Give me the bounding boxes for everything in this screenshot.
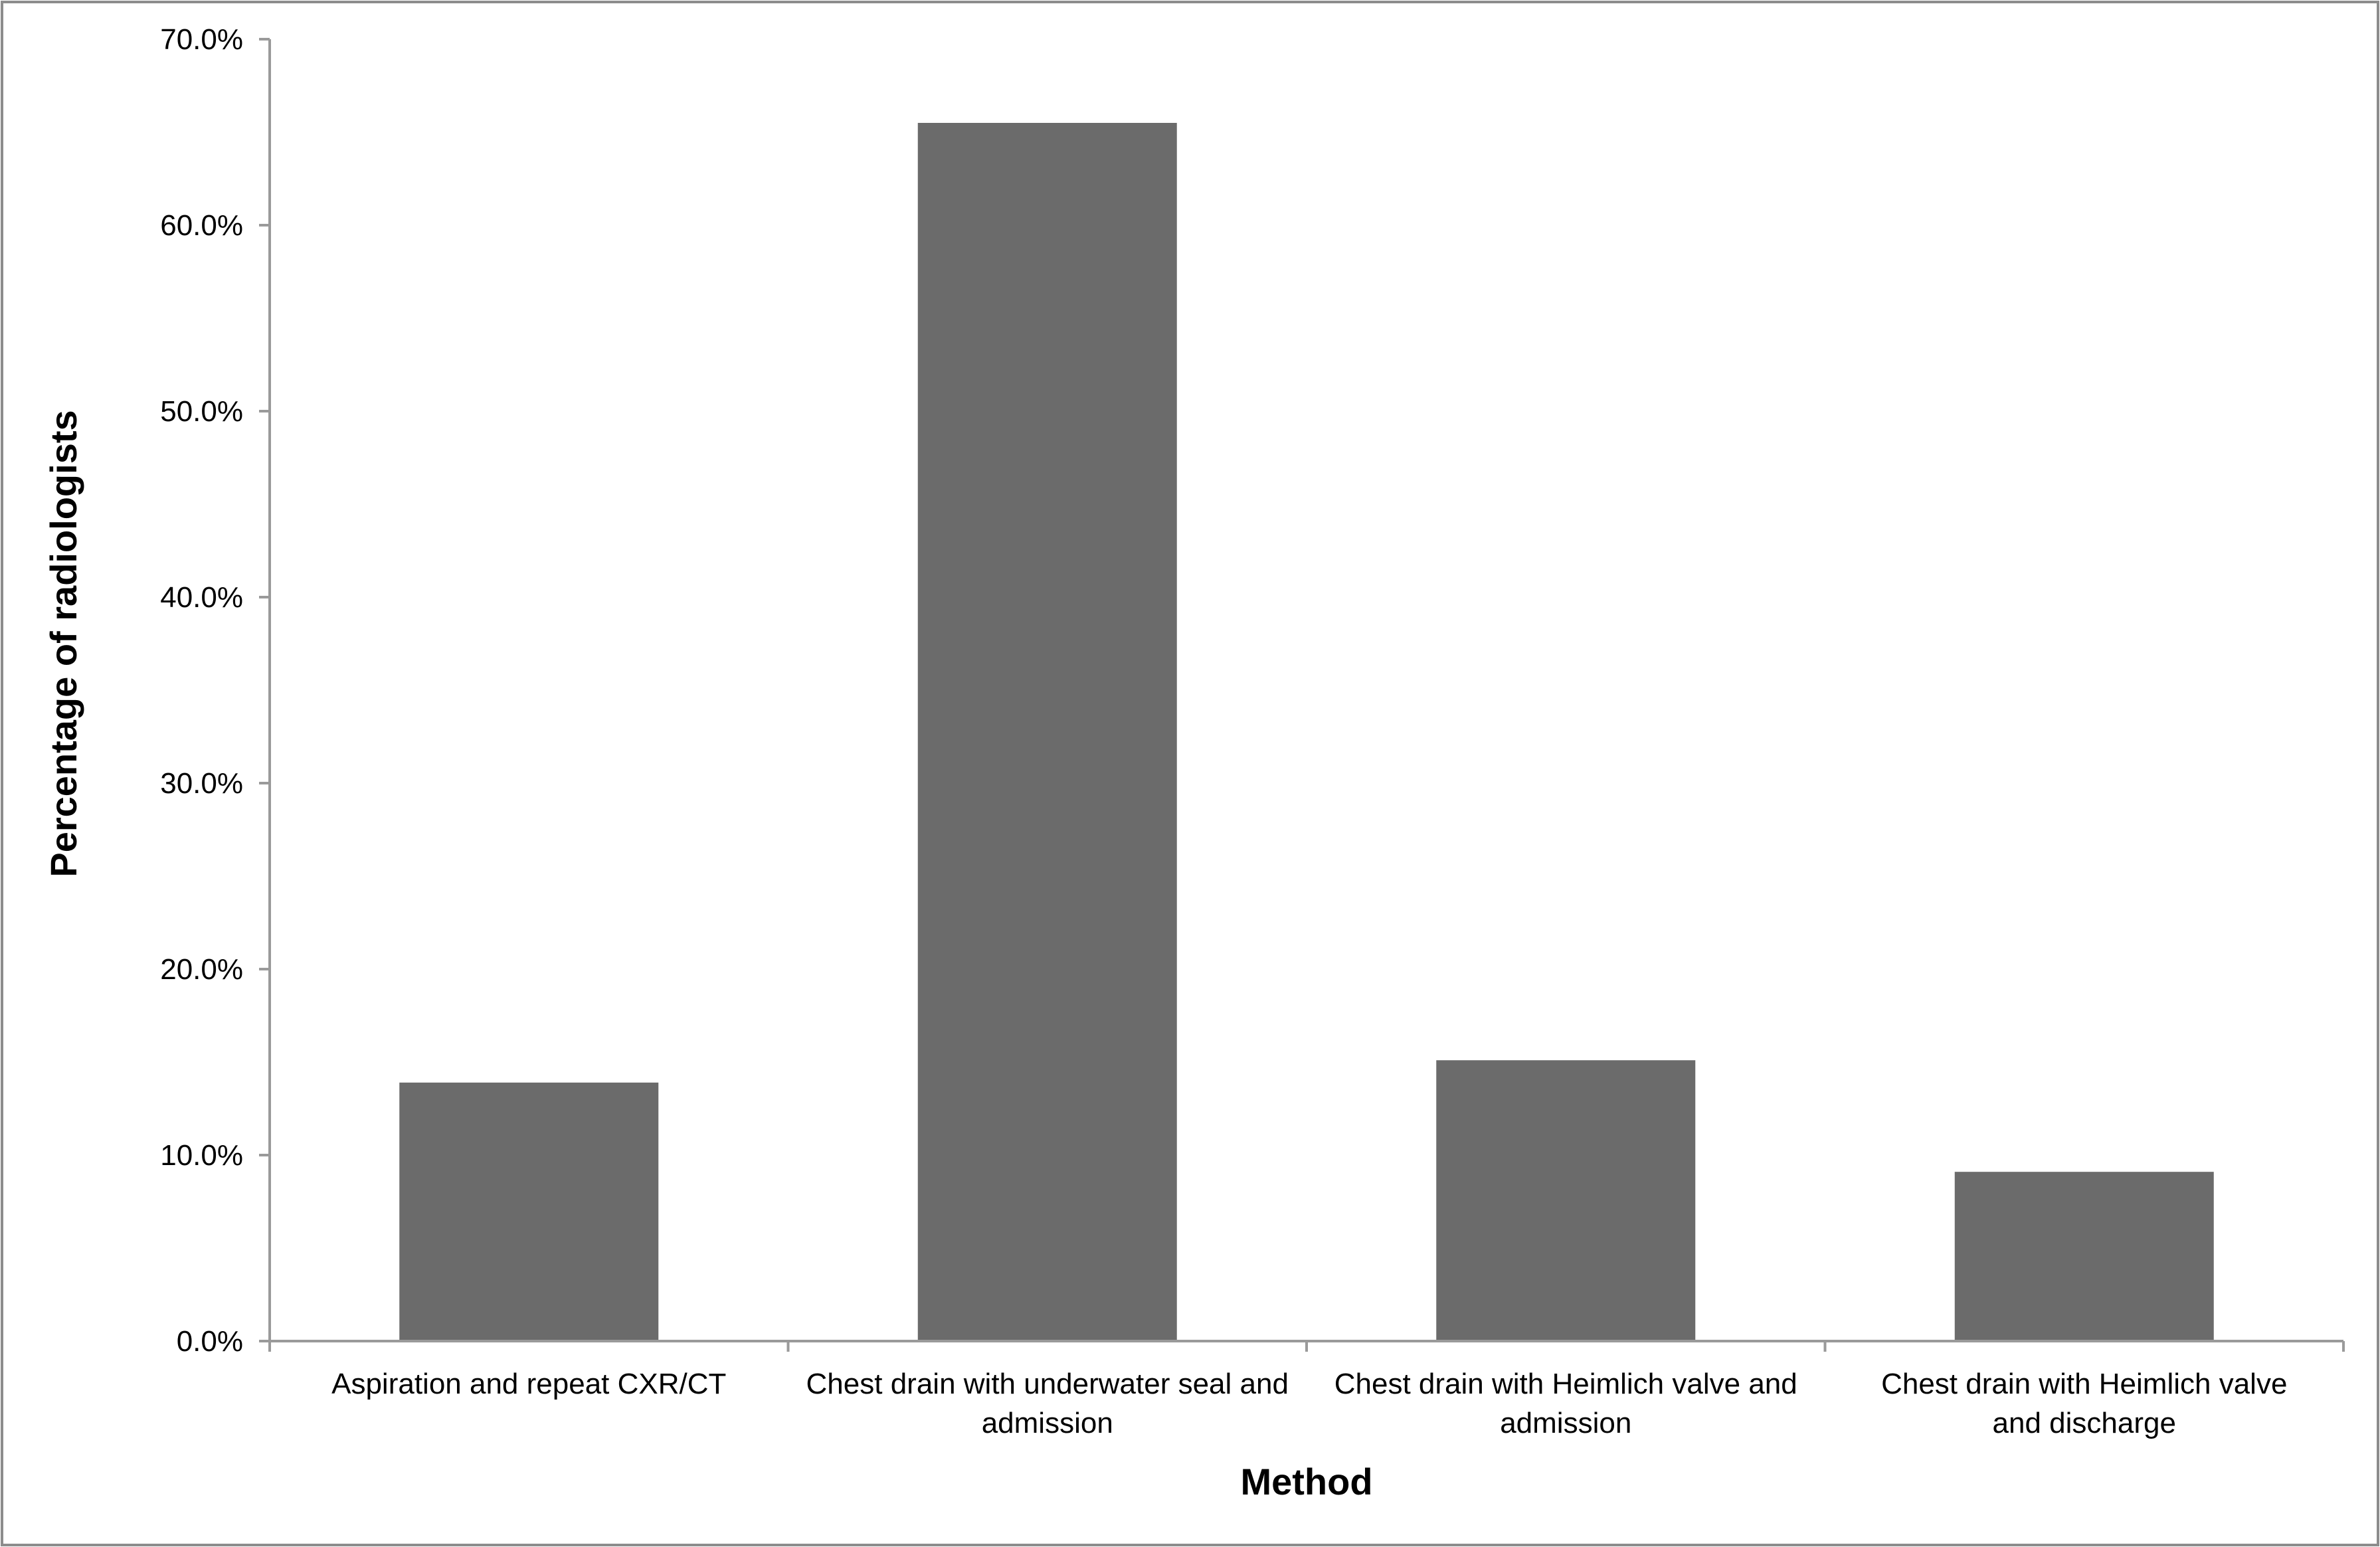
y-tick-label: 70.0% bbox=[160, 23, 243, 56]
y-tick-label: 0.0% bbox=[177, 1325, 243, 1358]
x-category-label-3: Chest drain with Heimlich valve and admis… bbox=[1334, 1368, 1797, 1439]
x-category-label-1: Aspiration and repeat CXR/CT bbox=[331, 1368, 726, 1400]
y-tick-label: 50.0% bbox=[160, 395, 243, 428]
y-tick-label: 60.0% bbox=[160, 209, 243, 242]
x-category-label-line: Aspiration and repeat CXR/CT bbox=[331, 1368, 726, 1400]
bars-group bbox=[399, 123, 2214, 1341]
x-category-label-4: Chest drain with Heimlich valve and disch… bbox=[1881, 1368, 2287, 1439]
y-axis-title: Percentage of radiologists bbox=[43, 410, 84, 877]
y-tick-label: 30.0% bbox=[160, 767, 243, 800]
bar-2 bbox=[917, 123, 1177, 1341]
bar-3 bbox=[1436, 1060, 1696, 1341]
x-category-label-line: Chest drain with underwater seal and bbox=[806, 1368, 1289, 1400]
x-category-label-line: admission bbox=[1500, 1407, 1631, 1439]
x-category-label-2: Chest drain with underwater seal and admi… bbox=[806, 1368, 1289, 1439]
y-ticks-group: 0.0% 10.0% 20.0% 30.0% 40.0% 50.0% 60.0% 70.0% bbox=[160, 23, 270, 1358]
x-ticks-group: Aspiration and repeat CXR/CT Chest drain … bbox=[268, 1341, 2345, 1439]
x-axis-title: Method bbox=[1240, 1461, 1372, 1502]
y-tick-label: 40.0% bbox=[160, 581, 243, 614]
bar-1 bbox=[399, 1082, 659, 1341]
x-category-label-line: admission bbox=[982, 1407, 1113, 1439]
x-category-label-line: Chest drain with Heimlich valve bbox=[1881, 1368, 2287, 1400]
y-tick-label: 20.0% bbox=[160, 953, 243, 986]
y-tick-label: 10.0% bbox=[160, 1139, 243, 1172]
bar-4 bbox=[1954, 1172, 2214, 1341]
x-category-label-line: Chest drain with Heimlich valve and bbox=[1334, 1368, 1797, 1400]
x-category-label-line: and discharge bbox=[1993, 1407, 2176, 1439]
